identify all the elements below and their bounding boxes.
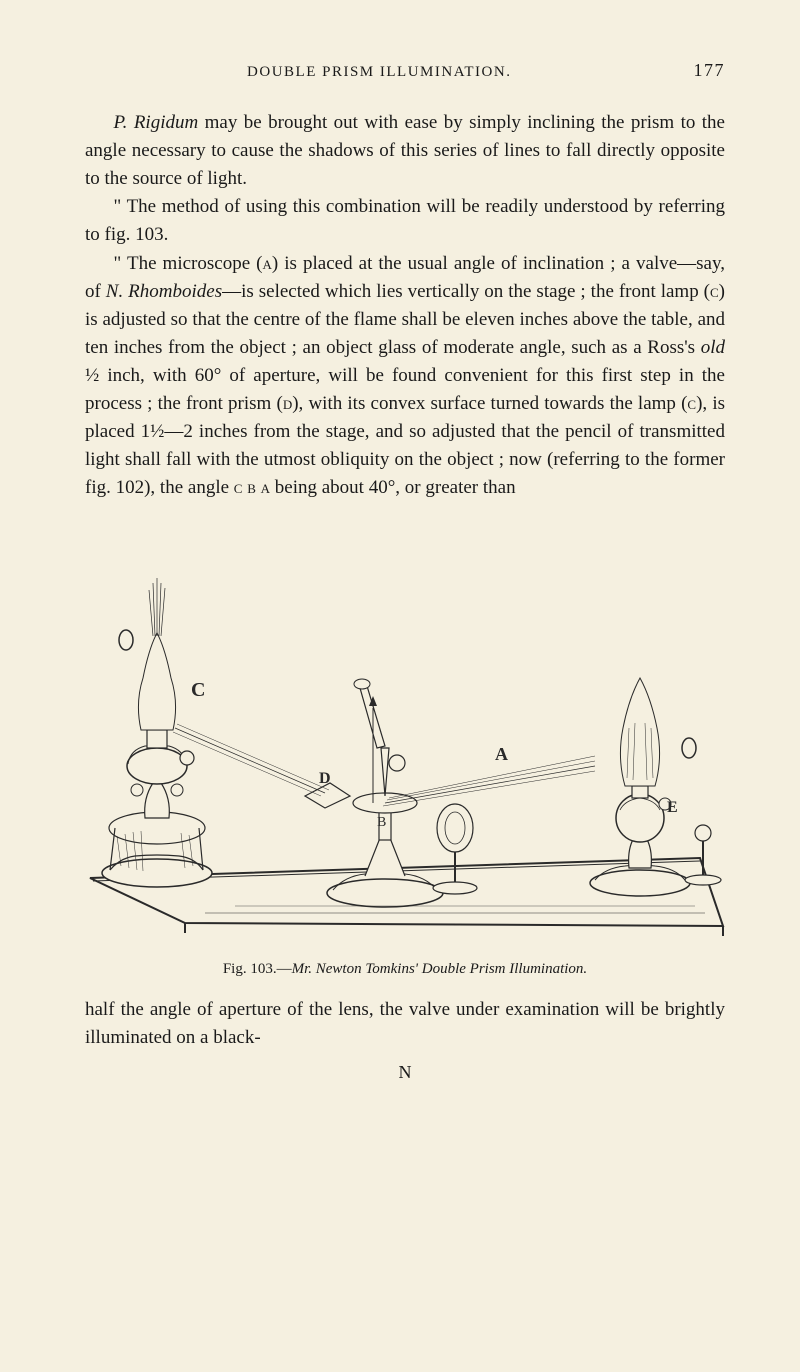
paragraph-2: " The method of using this combination w…	[85, 193, 725, 249]
paragraph-4: half the angle of aperture of the lens, …	[85, 996, 725, 1052]
page-header: DOUBLE PRISM ILLUMINATION. 177	[85, 60, 725, 81]
figure-103: C D B	[85, 528, 725, 978]
body-text-after: half the angle of aperture of the lens, …	[85, 996, 725, 1052]
signature-letter: N	[85, 1062, 725, 1083]
running-title: DOUBLE PRISM ILLUMINATION.	[85, 64, 674, 81]
figure-illustration: C D B	[85, 528, 725, 948]
body-text: P. Rigidum may be brought out with ease …	[85, 109, 725, 503]
label-c: C	[191, 679, 205, 701]
figure-caption: Fig. 103.—Mr. Newton Tomkins' Double Pri…	[85, 961, 725, 978]
paragraph-3: " The microscope (a) is placed at the us…	[85, 250, 725, 503]
label-b: B	[377, 815, 386, 830]
paragraph-1: P. Rigidum may be brought out with ease …	[85, 109, 725, 193]
label-d: D	[319, 770, 331, 787]
page-number: 177	[694, 60, 726, 81]
label-a: A	[495, 744, 508, 764]
label-e: E	[667, 799, 678, 816]
